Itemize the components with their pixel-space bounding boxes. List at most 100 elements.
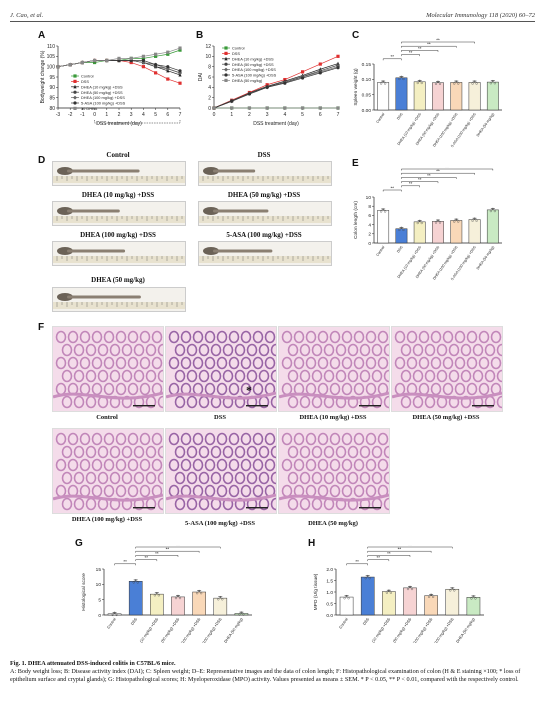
crypt: [442, 356, 454, 370]
cecum: [57, 293, 73, 301]
replicate-dot: [489, 210, 492, 213]
data-point: [336, 66, 340, 70]
significance-bracket: [401, 168, 494, 171]
crypt: [186, 497, 198, 511]
crypt: [222, 369, 234, 383]
replicate-dot: [491, 80, 494, 83]
replicate-dot: [432, 595, 435, 598]
significance-mark: **: [418, 46, 422, 51]
legend-marker: [224, 46, 228, 50]
crypt: [436, 343, 448, 357]
chart-h-mpo: 0.0 0.5 1.0 1.5 2.0 MPO (U/g tissue) Control DS…: [313, 545, 484, 643]
crypt: [270, 445, 276, 459]
crypt: [109, 445, 121, 459]
crypt: [121, 343, 133, 357]
crypt: [454, 356, 466, 370]
bar: [192, 591, 206, 616]
crypt: [365, 330, 377, 344]
crypt: [311, 445, 323, 459]
crypt: [406, 356, 418, 370]
y-tick-label: 0.05: [362, 92, 372, 98]
replicate-dot: [416, 81, 419, 85]
crypt: [115, 382, 127, 396]
crypt: [347, 497, 359, 511]
crypt: [299, 343, 311, 357]
legend-entry: DSS: [232, 51, 240, 56]
crypt: [186, 445, 198, 459]
crypt: [412, 395, 424, 409]
crypt: [377, 458, 389, 472]
crypt: [341, 382, 353, 396]
significance-mark: **: [427, 173, 431, 178]
crypt: [198, 369, 210, 383]
crypt: [115, 458, 127, 472]
data-point: [154, 63, 158, 67]
crypt: [180, 432, 192, 446]
crypt: [55, 432, 67, 446]
crypt: [210, 369, 222, 383]
crypt: [198, 343, 210, 357]
crypt: [299, 369, 311, 383]
histology-image: *: [165, 326, 277, 412]
significance-bracket: [401, 181, 439, 184]
crypt: [305, 458, 317, 472]
crypt: [73, 471, 85, 485]
he-stain-graphic: [279, 327, 389, 411]
crypt: [287, 369, 299, 383]
category-label: DHEA (50 mg/kg): [456, 617, 477, 643]
replicate-dot: [196, 592, 199, 595]
x-tick-label: 3: [130, 112, 133, 118]
crypt: [246, 471, 258, 485]
y-tick-label: 6: [368, 213, 371, 219]
panel-label-g: G: [75, 538, 83, 549]
colon-group-title: DHEA (50 mg/kg) +DSS: [227, 191, 301, 199]
crypt: [91, 484, 103, 498]
crypt: [97, 369, 109, 383]
crypt: [353, 484, 365, 498]
replicate-dot: [455, 218, 458, 221]
category-label: DSS: [130, 617, 138, 626]
crypt: [139, 330, 151, 344]
crypt: [55, 330, 67, 344]
colon-tissue: [67, 169, 140, 173]
crypt: [121, 471, 133, 485]
data-point: [117, 56, 121, 60]
significance-bracket: [367, 559, 390, 562]
category-label: DSS: [362, 617, 370, 626]
replicate-dot: [178, 597, 182, 600]
data-point: [336, 54, 340, 58]
y-tick-label: 0.15: [362, 62, 372, 68]
legend-marker: [73, 106, 77, 110]
y-tick-label: 0.00: [362, 108, 372, 114]
crypt: [157, 369, 163, 383]
legend-marker: [73, 84, 77, 89]
legend-entry: 5-ASA (100 mg/kg) +DSS: [81, 101, 126, 106]
data-point: [166, 52, 170, 56]
crypt: [317, 330, 329, 344]
crypt: [67, 432, 79, 446]
chart-g-histo-score: 0 5 10 15 Histological score Control DSS DHEA (…: [81, 545, 252, 643]
colon-group-title: DSS: [257, 151, 271, 159]
data-point: [318, 106, 322, 110]
crypt: [311, 343, 323, 357]
crypt: [383, 445, 389, 459]
colon-photo: [52, 201, 186, 226]
crypt: [317, 382, 329, 396]
crypt: [97, 471, 109, 485]
crypt: [496, 343, 502, 357]
crypt: [323, 445, 335, 459]
significance-mark: **: [387, 551, 391, 556]
crypt: [127, 432, 139, 446]
crypt: [127, 458, 139, 472]
panel-label-b: B: [196, 30, 204, 41]
he-stain-graphic: [279, 429, 389, 513]
y-tick-label: 1.5: [326, 578, 333, 584]
crypt: [335, 445, 347, 459]
crypt: [394, 356, 406, 370]
crypt: [287, 497, 299, 511]
crypt: [168, 432, 180, 446]
replicate-dot: [198, 589, 201, 593]
x-tick-label: 6: [319, 112, 322, 118]
data-point: [265, 106, 269, 110]
